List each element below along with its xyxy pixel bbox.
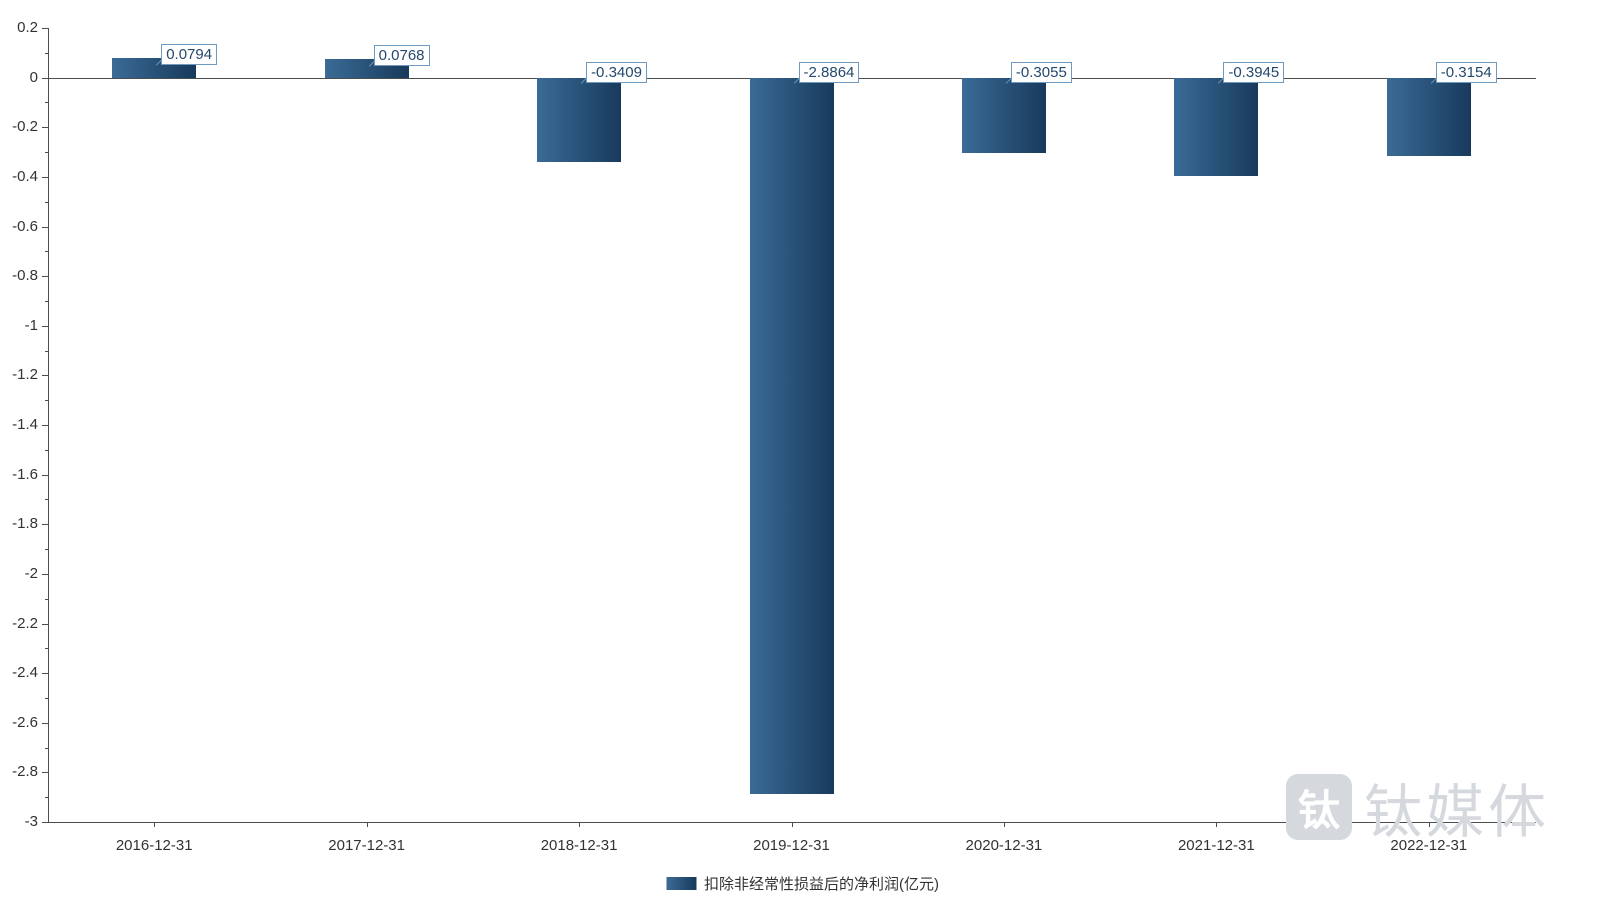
bar	[1386, 77, 1471, 156]
y-minor-tick	[45, 549, 48, 551]
y-minor-tick	[45, 598, 48, 600]
y-major-tick	[42, 573, 48, 575]
x-tick-label: 2016-12-31	[115, 837, 193, 854]
y-minor-tick	[45, 697, 48, 699]
y-major-tick	[42, 28, 48, 29]
legend-swatch	[666, 877, 696, 890]
y-tick-label: -2.6	[12, 713, 38, 731]
y-major-tick	[42, 722, 48, 724]
y-tick-label: -1.2	[12, 366, 38, 384]
watermark-logo-icon: 钛	[1285, 774, 1352, 840]
legend-label: 扣除非经常性损益后的净利润(亿元)	[704, 876, 939, 893]
y-tick-label: -2.8	[12, 763, 38, 781]
y-minor-tick	[45, 300, 48, 302]
y-minor-tick	[45, 102, 48, 104]
value-label: -0.3945	[1223, 61, 1285, 83]
y-minor-tick	[45, 201, 48, 203]
y-major-tick	[42, 822, 48, 823]
y-minor-tick	[45, 152, 48, 154]
legend: 扣除非经常性损益后的净利润(亿元)	[666, 873, 939, 894]
y-major-tick	[42, 425, 48, 426]
y-tick-label: -2.2	[12, 614, 38, 632]
y-tick-label: -0.2	[12, 118, 38, 136]
y-tick-label: -0.8	[12, 267, 38, 285]
x-tick	[154, 823, 156, 827]
x-tick	[579, 823, 581, 827]
y-major-tick	[42, 673, 48, 675]
bar	[749, 77, 834, 794]
x-axis-line	[48, 822, 1536, 823]
x-tick-label: 2019-12-31	[753, 837, 830, 854]
value-label: -0.3154	[1435, 61, 1497, 83]
x-tick	[1216, 823, 1218, 827]
bar	[1174, 77, 1259, 176]
x-tick-label: 2017-12-31	[328, 837, 405, 854]
y-axis-line	[48, 28, 49, 822]
y-minor-tick	[45, 400, 48, 402]
x-tick-label: 2018-12-31	[540, 837, 618, 854]
x-tick-label: 2022-12-31	[1390, 837, 1468, 854]
bar	[537, 77, 622, 163]
y-major-tick	[42, 772, 48, 774]
y-major-tick	[42, 375, 48, 377]
y-tick-label: -3	[24, 813, 38, 830]
y-major-tick	[42, 524, 48, 526]
x-tick	[366, 823, 368, 827]
y-minor-tick	[45, 52, 48, 54]
x-tick-label: 2021-12-31	[1177, 837, 1255, 854]
value-label: -0.3055	[1010, 61, 1072, 83]
y-tick-label: -0.6	[12, 217, 38, 235]
y-tick-label: 0.2	[17, 19, 38, 36]
y-major-tick	[42, 77, 48, 79]
y-major-tick	[42, 623, 48, 625]
x-tick	[791, 823, 793, 827]
y-major-tick	[42, 474, 48, 476]
y-tick-label: -0.4	[12, 167, 38, 185]
y-tick-label: -1	[24, 316, 38, 334]
y-major-tick	[42, 325, 48, 327]
y-major-tick	[42, 176, 48, 178]
y-minor-tick	[45, 350, 48, 352]
x-tick	[1428, 823, 1430, 827]
y-tick-label: -1.6	[12, 465, 38, 483]
value-label: -2.8864	[798, 61, 860, 83]
value-label: 0.0794	[161, 43, 218, 65]
y-major-tick	[42, 276, 48, 278]
x-tick-label: 2020-12-31	[965, 837, 1043, 854]
bar	[961, 77, 1046, 154]
x-tick	[1003, 823, 1005, 827]
y-minor-tick	[45, 648, 48, 650]
value-label: -0.3409	[586, 61, 647, 83]
y-minor-tick	[45, 251, 48, 253]
y-tick-label: -1.4	[12, 416, 38, 433]
y-tick-label: -1.8	[12, 515, 38, 533]
y-minor-tick	[45, 747, 48, 749]
y-major-tick	[42, 127, 48, 129]
y-minor-tick	[45, 797, 48, 799]
value-label: 0.0768	[373, 44, 430, 66]
y-tick-label: -2	[24, 564, 38, 582]
y-minor-tick	[45, 499, 48, 501]
y-minor-tick	[45, 449, 48, 451]
watermark-text: 钛媒体	[1363, 780, 1550, 845]
y-tick-label: -2.4	[12, 664, 38, 682]
y-tick-label: 0	[29, 68, 38, 86]
y-major-tick	[42, 226, 48, 228]
watermark: 钛 钛媒体	[1285, 765, 1550, 849]
